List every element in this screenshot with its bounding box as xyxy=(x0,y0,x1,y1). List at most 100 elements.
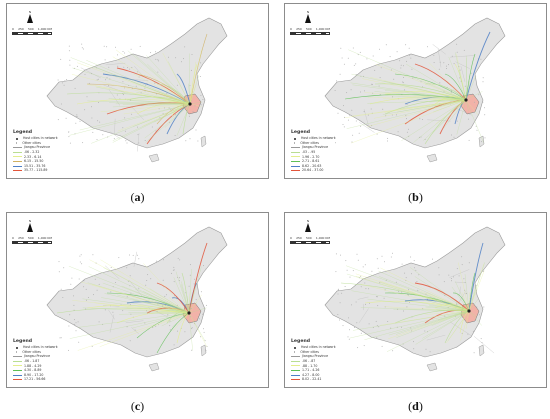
flow-line xyxy=(414,282,470,312)
other-city-dot xyxy=(363,345,365,347)
other-city-dot xyxy=(116,94,118,96)
province-border xyxy=(362,303,364,311)
legend-row-class: 6.15 - 15.50 xyxy=(13,159,85,164)
other-city-dot xyxy=(105,79,106,81)
host-city-node xyxy=(464,98,468,102)
map-panel-b: N 0 250 500 1,000 KM Legend Host cities in net… xyxy=(284,3,547,179)
other-city-dot xyxy=(174,295,176,297)
flow-line xyxy=(384,91,467,101)
other-city-dot xyxy=(134,329,136,331)
north-arrow-icon: N xyxy=(25,219,35,232)
other-city-dot xyxy=(425,348,427,350)
other-city-dot xyxy=(484,114,486,116)
other-city-dot xyxy=(408,289,409,291)
other-city-dot xyxy=(173,266,175,268)
other-city-dot xyxy=(401,291,403,293)
flow-line xyxy=(188,307,207,314)
other-city-dot xyxy=(370,83,372,85)
other-city-dot xyxy=(404,89,405,91)
flow-line xyxy=(424,299,470,312)
other-city-dot xyxy=(84,73,86,75)
other-city-dot xyxy=(346,269,348,271)
flow-line xyxy=(132,312,190,329)
legend-row-class: 8.90 - 17.20 xyxy=(13,373,85,378)
other-city-dot xyxy=(401,326,402,328)
flow-line xyxy=(189,49,202,105)
legend-range: .06 - 2.32 xyxy=(24,150,40,155)
host-city-symbol xyxy=(294,346,296,349)
flow-line xyxy=(129,100,191,105)
other-city-dot xyxy=(203,331,205,333)
flow-line xyxy=(352,310,470,331)
province-border xyxy=(125,320,144,323)
other-city-dot xyxy=(78,341,80,343)
flow-line xyxy=(367,97,467,101)
flow-line xyxy=(380,267,470,312)
flow-line xyxy=(136,92,191,105)
north-letter: N xyxy=(28,219,32,223)
china-map xyxy=(324,226,506,372)
other-city-dot xyxy=(405,115,407,117)
other-city-dot xyxy=(155,58,157,60)
flow-line xyxy=(188,312,206,342)
flow-line xyxy=(378,276,470,312)
scale-tick-label: 250 xyxy=(18,27,24,31)
china-map xyxy=(324,17,506,163)
flow-line xyxy=(384,306,470,312)
other-city-dot xyxy=(183,58,184,60)
flow-line xyxy=(143,263,190,314)
other-city-dot xyxy=(355,120,357,122)
other-city-dot xyxy=(360,125,362,127)
other-city-dot xyxy=(94,278,96,280)
other-city-dot xyxy=(126,267,128,269)
scale-tick-label: 250 xyxy=(296,236,302,240)
north-arrow-icon: N xyxy=(303,10,313,23)
other-city-dot xyxy=(162,279,164,281)
other-city-dot xyxy=(403,65,404,67)
other-city-dot xyxy=(355,74,357,75)
other-city-dot xyxy=(69,314,71,316)
other-city-dot xyxy=(365,303,366,305)
other-city-dot xyxy=(473,352,475,354)
other-city-dot xyxy=(123,66,125,68)
other-city-dot xyxy=(205,268,207,270)
flow-line xyxy=(348,49,467,101)
other-city-symbol xyxy=(16,142,18,144)
other-city-dot xyxy=(200,291,202,293)
other-city-dot xyxy=(129,68,131,70)
other-city-dot xyxy=(349,114,351,116)
flow-class-swatch xyxy=(13,165,22,167)
flow-line xyxy=(187,295,190,314)
province-border xyxy=(358,308,369,324)
other-city-dot xyxy=(173,281,175,283)
legend-label: Other cities xyxy=(300,349,319,354)
flow-line xyxy=(133,73,191,105)
other-city-dot xyxy=(357,54,359,56)
legend-range: 8.90 - 17.20 xyxy=(24,372,44,377)
flow-line xyxy=(464,274,470,312)
other-city-dot xyxy=(68,45,70,47)
flow-line xyxy=(451,286,470,312)
other-city-dot xyxy=(432,258,433,260)
other-city-dot xyxy=(200,104,202,106)
scale-bar-shape xyxy=(290,240,330,244)
other-city-dot xyxy=(79,255,81,257)
scale-tick-label: 500 xyxy=(305,236,312,240)
flow-class-swatch xyxy=(13,156,22,158)
other-city-dot xyxy=(360,286,362,288)
other-city-dot xyxy=(202,313,204,315)
flow-line xyxy=(168,61,191,105)
other-city-dot xyxy=(344,286,346,287)
flow-line xyxy=(364,92,467,101)
flow-line xyxy=(145,103,191,143)
flow-line xyxy=(117,103,191,132)
other-city-dot xyxy=(69,142,71,144)
flow-line xyxy=(82,298,190,314)
china-map xyxy=(46,226,228,372)
other-city-dot xyxy=(108,85,110,87)
other-city-dot xyxy=(419,118,421,120)
other-city-dot xyxy=(191,327,193,329)
other-city-dot xyxy=(355,301,357,303)
flow-line xyxy=(189,61,197,105)
other-city-dot xyxy=(406,60,407,62)
